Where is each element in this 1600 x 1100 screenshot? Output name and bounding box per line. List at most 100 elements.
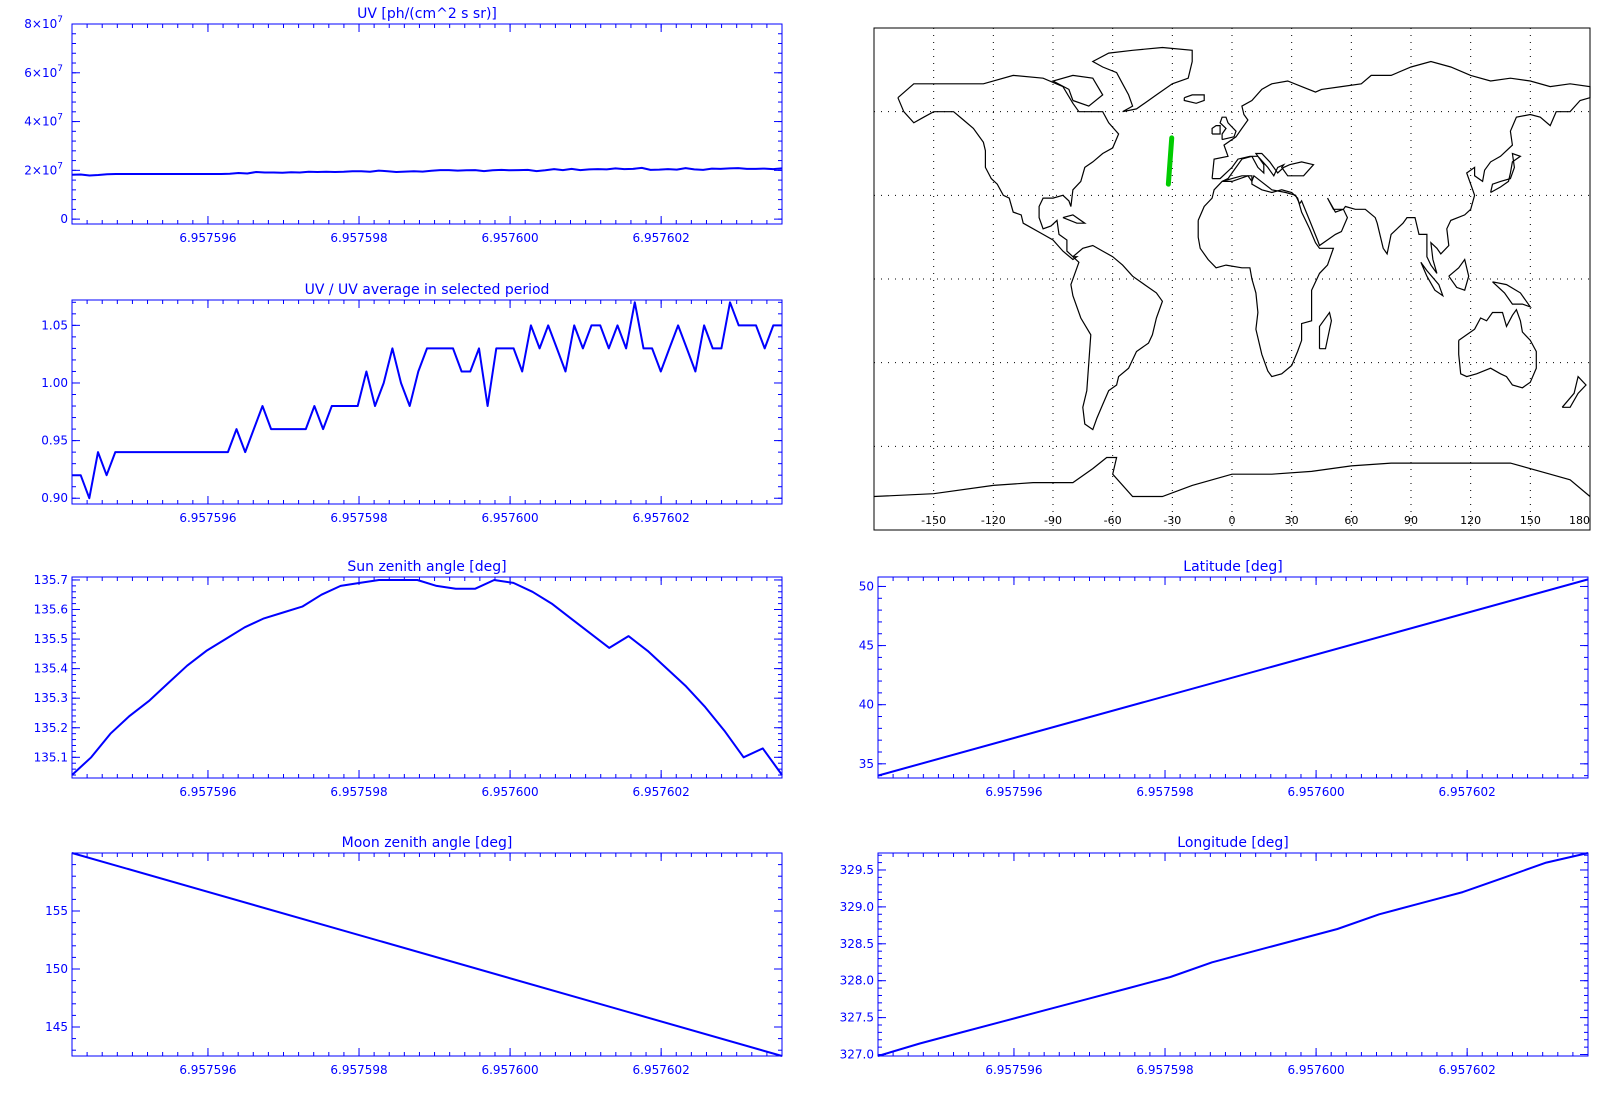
y-tick-label: 145 — [45, 1020, 68, 1034]
coastline-greenland — [1091, 46, 1193, 113]
y-tick-label: 327.0 — [840, 1048, 874, 1062]
x-tick-label: 6.957598 — [1136, 1063, 1193, 1077]
map-longitude-label: -150 — [921, 514, 946, 527]
x-tick-label: 6.957600 — [481, 785, 538, 799]
x-tick-label: 6.957600 — [481, 1063, 538, 1077]
y-tick-label: 150 — [45, 962, 68, 976]
y-tick-label: 2×107 — [24, 161, 63, 177]
x-tick-label: 6.957600 — [1287, 1063, 1344, 1077]
x-tick-label: 6.957600 — [1287, 785, 1344, 799]
latitude-frame — [877, 576, 1589, 779]
y-tick-label: 135.4 — [34, 662, 68, 676]
moon-zenith-title: Moon zenith angle [deg] — [342, 835, 513, 851]
y-tick-label: 135.3 — [34, 691, 68, 705]
x-tick-label: 6.957598 — [1136, 785, 1193, 799]
map-longitude-label: -90 — [1044, 514, 1062, 527]
world-map-panel: -150 -120 -90 -60 -30 0 30 60 90 120 150 180 — [873, 27, 1591, 531]
uv-frame — [71, 23, 783, 225]
x-tick-label: 6.957602 — [633, 1063, 690, 1077]
coastline-madagascar — [1318, 311, 1333, 350]
coastline-iceland — [1183, 94, 1205, 104]
y-tick-label: 8×107 — [24, 15, 63, 31]
coastline-australia — [1458, 308, 1537, 389]
satellite-track — [1165, 135, 1175, 187]
coastline-baffin — [1051, 74, 1104, 107]
latitude-title: Latitude [deg] — [1183, 559, 1282, 575]
map-longitude-label: 30 — [1285, 514, 1299, 527]
y-tick-label: 1.00 — [41, 376, 68, 390]
uv-series-line — [71, 166, 783, 177]
x-tick-label: 6.957596 — [179, 231, 236, 245]
x-tick-label: 6.957598 — [330, 231, 387, 245]
coastline-africa — [1197, 175, 1335, 378]
y-tick-label: 4×107 — [24, 113, 63, 129]
y-tick-label: 328.5 — [840, 937, 874, 951]
y-tick-label: 50 — [859, 579, 874, 593]
longitude-series-line — [877, 852, 1589, 1057]
map-longitude-label: -30 — [1163, 514, 1181, 527]
x-tick-label: 6.957602 — [633, 231, 690, 245]
x-tick-label: 6.957598 — [330, 785, 387, 799]
moon-zenith-series-line — [71, 852, 783, 1057]
x-tick-label: 6.957596 — [179, 511, 236, 525]
sun-zenith-series-line — [71, 579, 783, 776]
uv-title: UV [ph/(cm^2 s sr)] — [357, 6, 497, 22]
x-tick-label: 6.957596 — [179, 785, 236, 799]
y-tick-label: 6×107 — [24, 64, 63, 80]
y-tick-label: 0.95 — [41, 434, 68, 448]
coastline-uk — [1219, 116, 1237, 141]
y-tick-label: 135.1 — [34, 750, 68, 764]
coastline-japan — [1490, 152, 1522, 194]
x-tick-label: 6.957596 — [985, 785, 1042, 799]
y-tick-label: 135.7 — [34, 573, 68, 587]
longitude-frame — [877, 852, 1589, 1057]
coastline-ireland — [1211, 124, 1221, 135]
coastline-antarctica — [873, 456, 1591, 498]
y-tick-label: 45 — [859, 639, 874, 653]
x-tick-label: 6.957598 — [330, 1063, 387, 1077]
latitude-panel: Latitude [deg] 6.957596 6.957598 6.957600 6.… — [859, 559, 1589, 799]
sun-zenith-frame — [71, 576, 783, 779]
coastline-south-america — [1070, 244, 1164, 431]
map-longitude-label: 150 — [1520, 514, 1541, 527]
x-tick-label: 6.957602 — [1439, 1063, 1496, 1077]
y-tick-label: 0 — [60, 212, 68, 226]
uv-ratio-series-line — [72, 301, 782, 500]
map-longitude-label: 90 — [1404, 514, 1418, 527]
y-tick-label: 329.5 — [840, 863, 874, 877]
uv-ratio-title: UV / UV average in selected period — [305, 282, 550, 298]
y-tick-label: 135.2 — [34, 721, 68, 735]
x-tick-label: 6.957596 — [985, 1063, 1042, 1077]
moon-zenith-frame — [71, 852, 783, 1057]
latitude-series-line — [877, 578, 1589, 777]
x-tick-label: 6.957600 — [481, 231, 538, 245]
map-longitude-label: -60 — [1104, 514, 1122, 527]
uv-panel: UV [ph/(cm^2 s sr)] 6.957596 6.957598 6.957… — [24, 6, 783, 245]
x-tick-label: 6.957602 — [1439, 785, 1496, 799]
map-longitude-label: 0 — [1229, 514, 1236, 527]
y-tick-label: 327.5 — [840, 1011, 874, 1025]
coastline-new-guinea — [1492, 281, 1532, 309]
y-tick-label: 135.6 — [34, 603, 68, 617]
x-tick-label: 6.957602 — [633, 511, 690, 525]
map-longitude-label: 120 — [1460, 514, 1481, 527]
x-tick-label: 6.957600 — [481, 511, 538, 525]
y-tick-label: 135.5 — [34, 632, 68, 646]
sun-zenith-panel: Sun zenith angle [deg] 6.957596 6.957598 6.… — [34, 559, 783, 799]
uv-ratio-frame — [71, 299, 783, 505]
y-tick-label: 1.05 — [41, 318, 68, 332]
y-tick-label: 155 — [45, 904, 68, 918]
y-tick-label: 35 — [859, 757, 874, 771]
map-longitude-label: 180 — [1569, 514, 1590, 527]
map-longitude-label: -120 — [981, 514, 1006, 527]
uv-ratio-panel: UV / UV average in selected period 6.9575… — [41, 282, 783, 525]
map-longitude-label: 60 — [1344, 514, 1358, 527]
coastline-sumatra — [1420, 261, 1445, 298]
longitude-panel: Longitude [deg] 6.957596 6.957598 6.957600 6… — [840, 835, 1589, 1077]
coastline-eurasia — [1211, 60, 1591, 274]
coastline-borneo — [1448, 258, 1470, 291]
moon-zenith-panel: Moon zenith angle [deg] 6.957596 6.957598 6… — [45, 835, 783, 1077]
y-tick-label: 0.90 — [41, 491, 68, 505]
sun-zenith-title: Sun zenith angle [deg] — [347, 559, 506, 575]
